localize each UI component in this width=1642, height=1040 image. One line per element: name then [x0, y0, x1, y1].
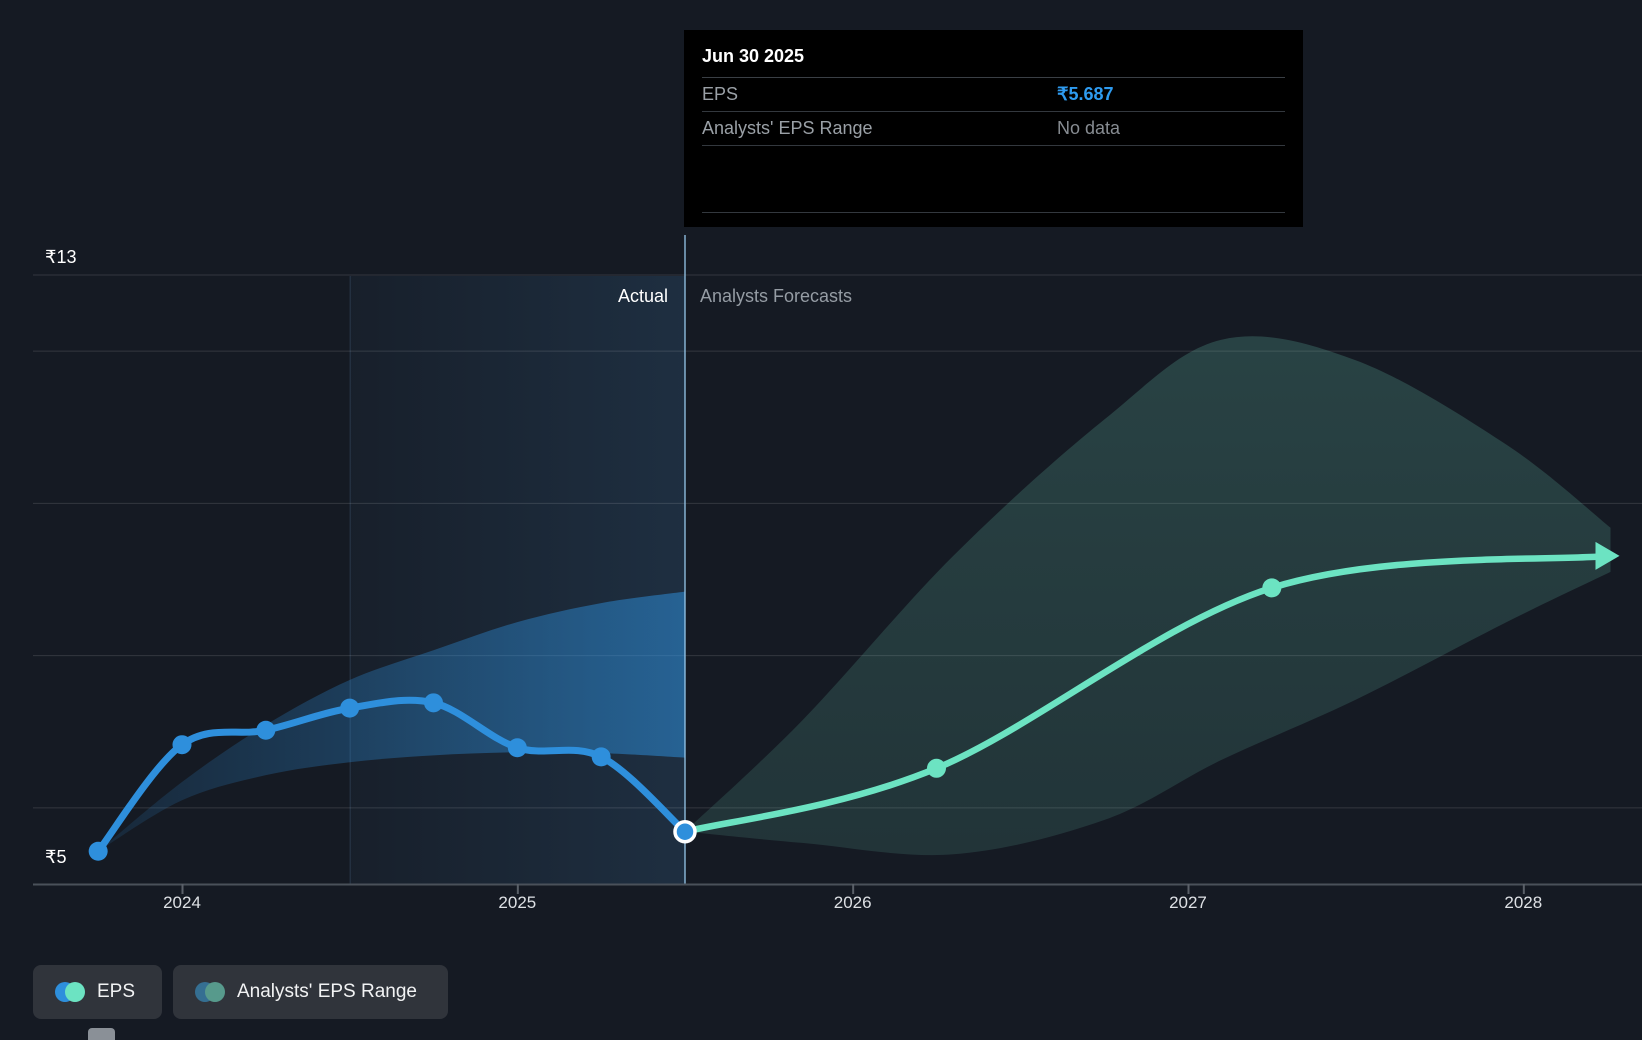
y-axis-min-label: ₹5: [45, 847, 67, 867]
legend-pill-analysts-eps-range[interactable]: Analysts' EPS Range: [173, 965, 448, 1019]
bottom-scroll-handle[interactable]: [88, 1028, 115, 1040]
tooltip-range-value: No data: [1057, 118, 1121, 138]
actual-region-label: Actual: [617, 286, 668, 306]
tooltip-bottom-divider: [702, 212, 1285, 213]
y-axis-max-label: ₹13: [45, 247, 77, 267]
legend-range-label: Analysts' EPS Range: [237, 981, 417, 1002]
tooltip-eps-label: EPS: [702, 84, 739, 104]
legend-pill-eps[interactable]: EPS: [33, 965, 162, 1019]
forecasts-region-label: Analysts Forecasts: [700, 286, 853, 306]
chart-tooltip: Jun 30 2025 EPS ₹5.687 Analysts' EPS Ran…: [684, 30, 1303, 227]
x-tick-label-2028: 2028: [1504, 893, 1543, 912]
tooltip-eps-value: ₹5.687: [1057, 84, 1114, 104]
x-tick-label-2026: 2026: [833, 893, 872, 912]
x-tick-label-2027: 2027: [1169, 893, 1207, 912]
eps-legend-dot-icon: [55, 982, 85, 1002]
legend-eps-label: EPS: [97, 981, 136, 1002]
tooltip-row-eps: EPS ₹5.687: [702, 78, 1285, 112]
x-tick-label-2024: 2024: [163, 893, 201, 912]
range-legend-dot-icon: [195, 982, 225, 1002]
x-tick-label-2025: 2025: [498, 893, 537, 912]
tooltip-range-label: Analysts' EPS Range: [702, 118, 873, 138]
tooltip-date: Jun 30 2025: [702, 42, 1285, 78]
tooltip-row-range: Analysts' EPS Range No data: [702, 112, 1285, 146]
